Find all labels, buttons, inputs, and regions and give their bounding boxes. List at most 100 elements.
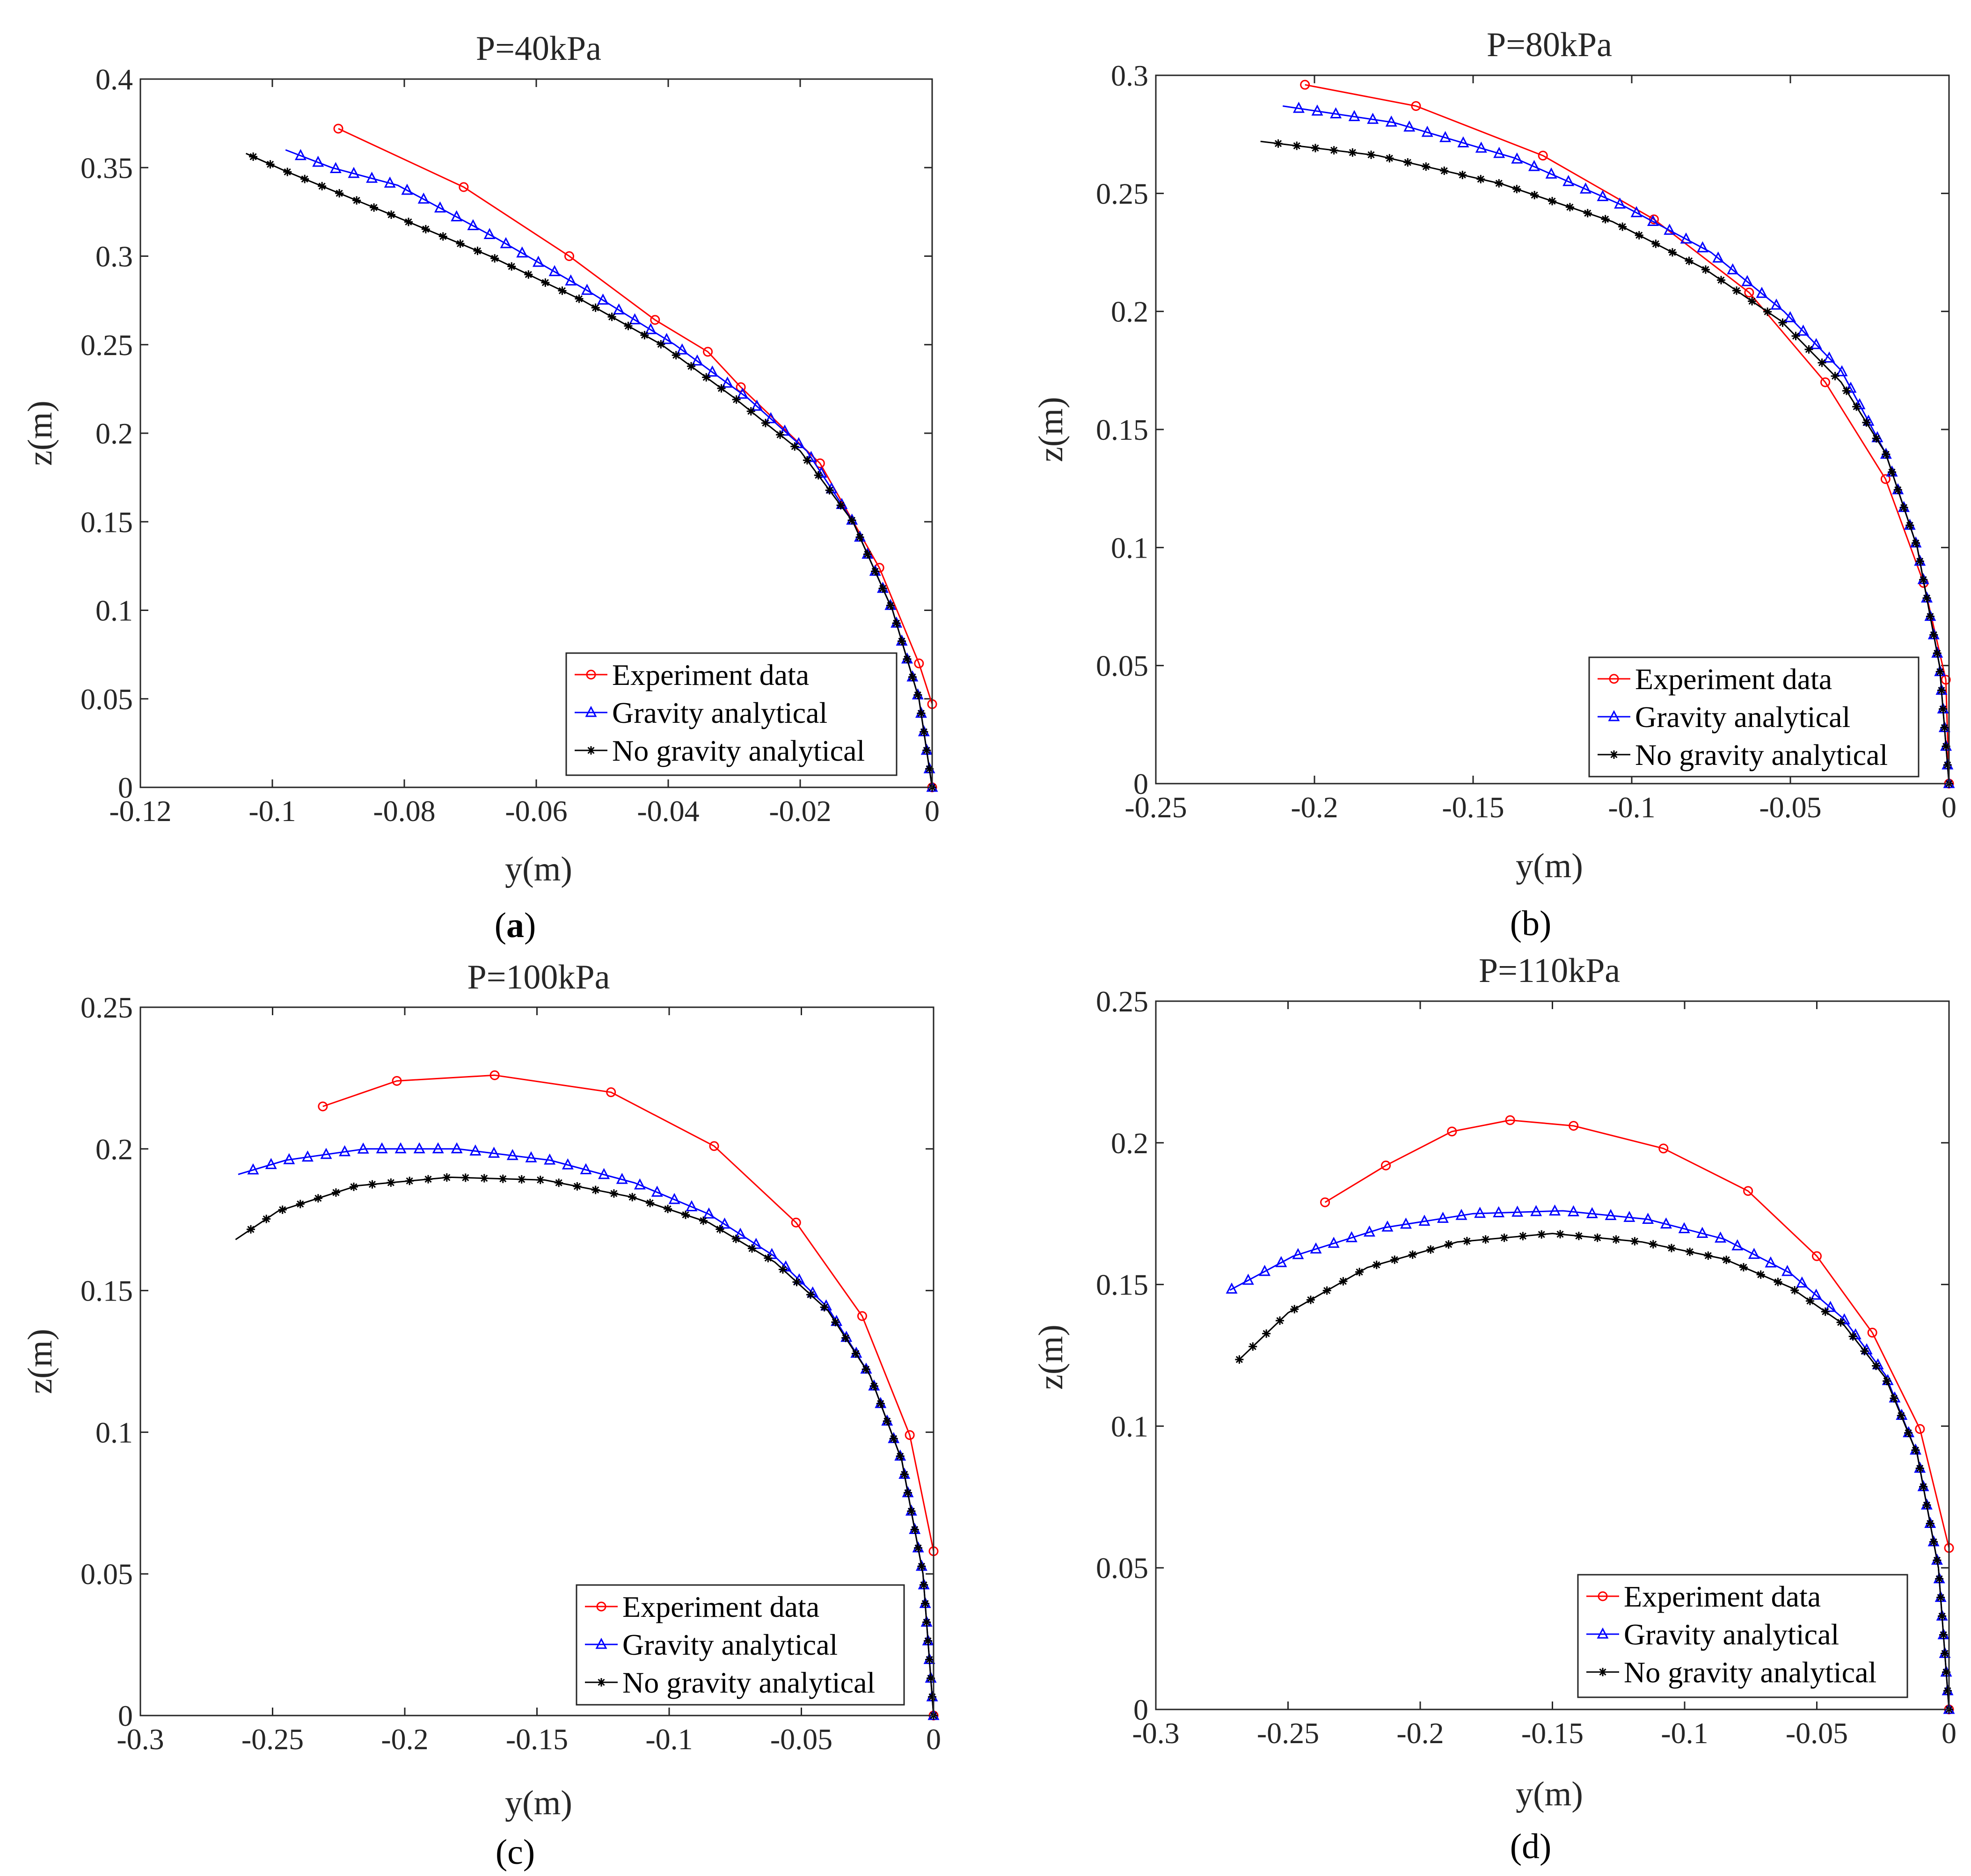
panel-d-caption-open: ( xyxy=(1510,1827,1522,1866)
panel-c-no-gravity-analytical-point xyxy=(664,1205,672,1214)
panel-c-no-gravity-analytical-point xyxy=(405,1177,414,1185)
panel-a-ytick-label: 0.1 xyxy=(95,594,133,627)
panel-d-no-gravity-analytical-point xyxy=(1941,1649,1949,1658)
panel-d-no-gravity-analytical-point xyxy=(1518,1232,1527,1241)
panel-d-legend-label-no-gravity-analytical: No gravity analytical xyxy=(1624,1656,1876,1689)
panel-d-no-gravity-analytical-point xyxy=(1739,1263,1748,1272)
panel-c-caption-letter: c xyxy=(507,1832,523,1872)
panel-a-no-gravity-analytical-point xyxy=(917,709,926,718)
panel-c-gravity-analytical-point xyxy=(357,1142,369,1154)
panel-a-no-gravity-analytical-point xyxy=(836,501,845,510)
panel-c-ytick-label: 0.1 xyxy=(95,1416,133,1449)
panel-b-gravity-analytical-point xyxy=(1597,190,1609,201)
panel-a-no-gravity-analytical-point xyxy=(732,395,741,404)
panel-d-legend-marker-gravity-analytical xyxy=(1597,1627,1609,1639)
panel-b-no-gravity-analytical-point xyxy=(1899,503,1908,512)
panel-b-no-gravity-analytical-point xyxy=(1872,434,1881,443)
panel-b-gravity-analytical-point xyxy=(1836,365,1848,377)
panel-a-no-gravity-analytical-point xyxy=(898,637,906,646)
panel-d-xtick-label: -0.1 xyxy=(1661,1716,1708,1750)
panel-a-no-gravity-analytical-point xyxy=(490,254,499,263)
panel-b-experiment-data-point xyxy=(1941,675,1951,685)
panel-a-xlabel: y(m) xyxy=(505,850,572,888)
panel-c-gravity-analytical-point xyxy=(598,1168,610,1179)
panel-b-xtick-label: -0.15 xyxy=(1442,791,1504,824)
panel-a-gravity-analytical-point xyxy=(548,265,561,276)
panel-c-xtick-label: -0.2 xyxy=(381,1723,428,1756)
panel-a-no-gravity-analytical-point xyxy=(672,351,680,360)
panel-d-gravity-analytical-point xyxy=(1586,1207,1598,1218)
panel-c-gravity-analytical-point xyxy=(394,1142,407,1154)
panel-d-gravity-analytical-point xyxy=(1418,1214,1431,1226)
panel-a-no-gravity-analytical-point xyxy=(541,278,550,287)
panel-d-gravity-analytical-point xyxy=(1292,1248,1304,1259)
panel-b-no-gravity-analytical-point xyxy=(1905,521,1914,530)
panel-a-gravity-analytical-point xyxy=(384,176,396,188)
panel-b-gravity-analytical-point xyxy=(1845,381,1857,393)
panel-a-xtick-label: -0.12 xyxy=(109,794,171,828)
panel-b-no-gravity-analytical-point xyxy=(1512,185,1521,194)
panel-b-gravity-analytical-point xyxy=(1810,338,1822,349)
panel-c-caption-open: ( xyxy=(496,1832,507,1872)
panel-d-legend-box xyxy=(1577,1574,1908,1698)
panel-d-xtick-label: -0.2 xyxy=(1396,1716,1444,1750)
panel-b-gravity-analytical-point xyxy=(1756,287,1768,298)
panel-d-no-gravity-analytical-point xyxy=(1821,1307,1830,1316)
panel-d-legend-label-experiment-data: Experiment data xyxy=(1624,1580,1821,1613)
panel-b-no-gravity-analytical-point xyxy=(1668,248,1677,257)
panel-c-no-gravity-analytical-point xyxy=(296,1200,305,1208)
panel-c-no-gravity-analytical-point xyxy=(792,1278,801,1287)
panel-d-no-gravity-analytical-point xyxy=(1612,1235,1621,1244)
panel-a-no-gravity-analytical-point xyxy=(925,764,934,773)
panel-a-no-gravity-analytical-point xyxy=(524,270,533,279)
panel-c-no-gravity-analytical-point xyxy=(778,1265,787,1274)
panel-a-no-gravity-analytical-point xyxy=(903,654,912,663)
panel-b-ytick-label: 0.1 xyxy=(1111,531,1148,564)
panel-a-caption: (a) xyxy=(495,906,536,945)
panel-c-ylabel: z(m) xyxy=(21,1329,59,1394)
panel-b-no-gravity-analytical-point xyxy=(1842,386,1851,395)
panel-a-experiment-data-point xyxy=(459,182,469,192)
panel-a-no-gravity-analytical-point xyxy=(746,407,755,416)
panel-b-no-gravity-analytical-point xyxy=(1748,297,1757,305)
panel-b-legend-label-no-gravity-analytical: No gravity analytical xyxy=(1635,738,1888,771)
panel-d-gravity-analytical-point xyxy=(1455,1208,1467,1220)
panel-b-no-gravity-analytical-point xyxy=(1732,286,1741,295)
panel-b-caption-close: ) xyxy=(1540,904,1551,943)
panel-b-no-gravity-analytical-point xyxy=(1495,179,1504,188)
panel-c-legend-label-gravity-analytical: Gravity analytical xyxy=(622,1628,838,1661)
panel-c-no-gravity-analytical-point xyxy=(609,1189,618,1198)
panel-d-legend-label-gravity-analytical: Gravity analytical xyxy=(1624,1618,1839,1651)
panel-c-xtick-label: -0.15 xyxy=(506,1723,568,1756)
panel-c-gravity-analytical-point xyxy=(562,1158,574,1170)
panel-b-no-gravity-analytical-point xyxy=(1716,276,1725,284)
panel-d-no-gravity-analytical-point xyxy=(1848,1332,1857,1341)
panel-a-no-gravity-analytical-point xyxy=(300,175,309,183)
panel-a-experiment-data-point xyxy=(703,347,713,357)
panel-b-gravity-analytical-point xyxy=(1696,241,1708,253)
panel-a-no-gravity-analytical-point xyxy=(776,430,785,439)
panel-d-no-gravity-analytical-point xyxy=(1574,1231,1583,1240)
panel-d-title: P=110kPa xyxy=(1479,952,1620,990)
panel-c-no-gravity-analytical-point xyxy=(555,1178,563,1187)
panel-a: P=40kPa y(m) z(m) (a) -0.12 -0.1 -0.08 -0.0… xyxy=(21,29,940,945)
panel-d-experiment-data-point xyxy=(1658,1143,1669,1154)
panel-b-no-gravity-analytical-point xyxy=(1651,240,1660,248)
panel-d-no-gravity-analytical-point xyxy=(1915,1464,1924,1473)
panel-a-no-gravity-analytical-point xyxy=(607,313,616,321)
panel-a-gravity-analytical-point xyxy=(706,365,718,377)
panel-a-no-gravity-analytical-point xyxy=(908,673,917,682)
panel-a-no-gravity-analytical-point xyxy=(335,189,344,198)
panel-b-legend-marker-experiment-data xyxy=(1609,674,1619,684)
panel-a-no-gravity-analytical-point xyxy=(825,486,834,494)
panel-b-no-gravity-analytical-point xyxy=(1458,170,1467,179)
panel-a-gravity-analytical-point xyxy=(500,237,512,248)
panel-a-no-gravity-analytical-point xyxy=(717,384,726,393)
panel-b: P=80kPa y(m) z(m) (b) -0.25 -0.2 -0.15 -0.1… xyxy=(1032,26,1956,943)
panel-d-legend-items: Experiment data Gravity analytical No grav… xyxy=(1586,1580,1876,1689)
panel-d-experiment-data-point xyxy=(1320,1197,1330,1207)
panel-d-gravity-analytical-point xyxy=(1226,1282,1238,1294)
panel-c-experiment-data-point xyxy=(857,1311,867,1321)
panel-d-no-gravity-analytical-point xyxy=(1649,1240,1657,1249)
panel-a-no-gravity-analytical-point xyxy=(871,567,880,576)
